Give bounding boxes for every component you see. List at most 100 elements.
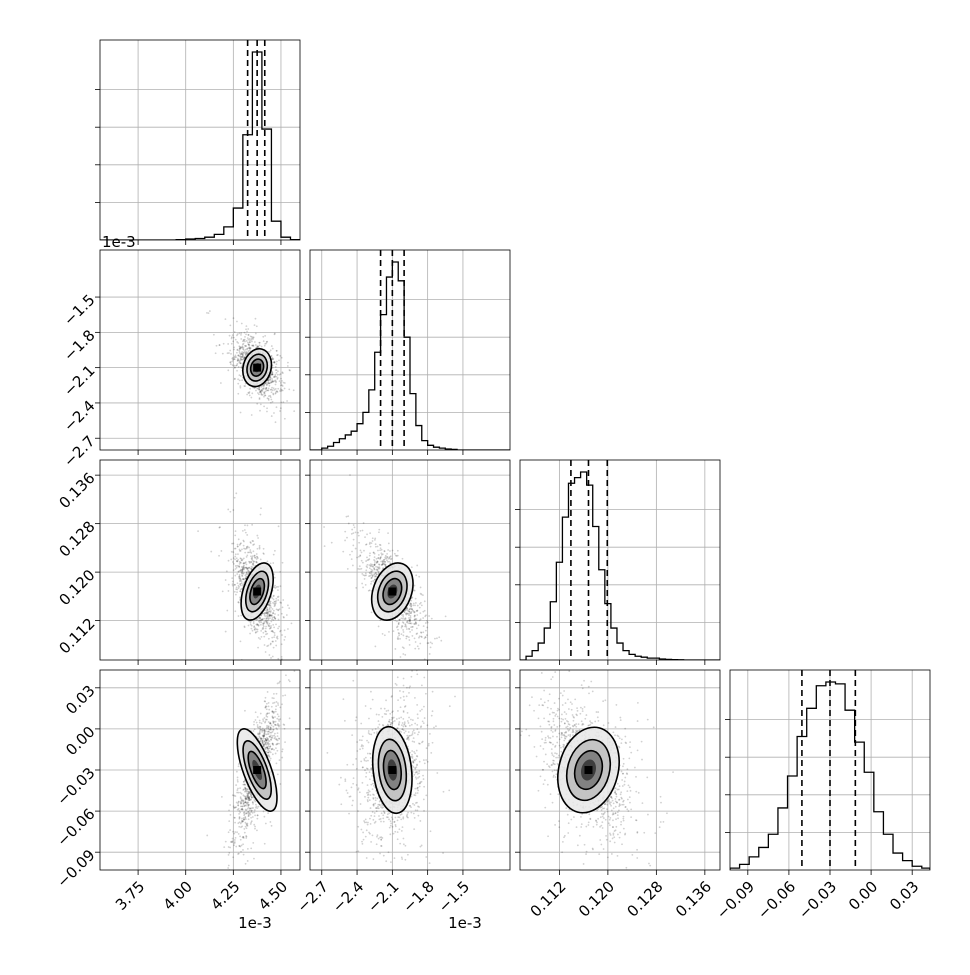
- scatter-point: [243, 812, 245, 814]
- scatter-point: [428, 642, 430, 644]
- scatter-point: [239, 332, 241, 334]
- scatter-point: [245, 349, 247, 351]
- scatter-point: [372, 565, 374, 567]
- scatter-point: [364, 536, 366, 538]
- scatter-point: [444, 683, 446, 685]
- scatter-point: [221, 796, 223, 798]
- scatter-point: [381, 549, 383, 551]
- scatter-point: [256, 805, 258, 807]
- scatter-point: [276, 363, 278, 365]
- scatter-point: [240, 802, 242, 804]
- scatter-point: [414, 590, 416, 592]
- scatter-point: [422, 775, 424, 777]
- scatter-point: [331, 542, 333, 544]
- scatter-point: [268, 705, 270, 707]
- scatter-point: [251, 797, 253, 799]
- scatter-point: [239, 574, 241, 576]
- scatter-point: [244, 788, 246, 790]
- scatter-point: [255, 711, 257, 713]
- scatter-point: [240, 334, 242, 336]
- scatter-point: [259, 726, 261, 728]
- scatter-point: [239, 812, 241, 814]
- scatter-point: [371, 542, 373, 544]
- scatter-point: [234, 575, 236, 577]
- scatter-point: [235, 784, 237, 786]
- scatter-point: [234, 378, 236, 380]
- scatter-point: [247, 525, 249, 527]
- scatter-point: [281, 380, 283, 382]
- scatter-point: [382, 817, 384, 819]
- scatter-point: [268, 388, 270, 390]
- scatter-point: [273, 729, 275, 731]
- scatter-point: [262, 740, 264, 742]
- scatter-point: [375, 543, 377, 545]
- scatter-point: [243, 350, 245, 352]
- scatter-point: [234, 497, 236, 499]
- scatter-point: [240, 823, 242, 825]
- scatter-point: [402, 653, 404, 655]
- scatter-point: [346, 537, 348, 539]
- scatter-point: [428, 615, 430, 617]
- scatter-point: [247, 793, 249, 795]
- scatter-point: [273, 647, 275, 649]
- scatter-point: [264, 630, 266, 632]
- scatter-point: [256, 553, 258, 555]
- scatter-point: [425, 614, 427, 616]
- scatter-point: [266, 390, 268, 392]
- scatter-point: [267, 560, 269, 562]
- scatter-point: [233, 844, 235, 846]
- scatter-point: [359, 748, 361, 750]
- panel-1-0: [100, 250, 316, 450]
- scatter-point: [374, 562, 376, 564]
- scatter-point: [265, 743, 267, 745]
- scatter-point: [232, 509, 234, 511]
- scatter-point: [383, 821, 385, 823]
- scatter-point: [238, 826, 240, 828]
- scatter-point: [253, 730, 255, 732]
- scatter-point: [271, 391, 273, 393]
- scatter-point: [424, 600, 426, 602]
- scatter-point: [284, 636, 286, 638]
- density-peak: [253, 766, 261, 774]
- scatter-point: [268, 385, 270, 387]
- scatter-point: [246, 331, 248, 333]
- scatter-point: [259, 720, 261, 722]
- scatter-point: [228, 914, 230, 916]
- scatter-point: [344, 778, 346, 780]
- scatter-point: [263, 811, 265, 813]
- scatter-point: [267, 614, 269, 616]
- scatter-point: [239, 578, 241, 580]
- scatter-point: [346, 790, 348, 792]
- scatter-point: [271, 355, 273, 357]
- scatter-point: [369, 818, 371, 820]
- scatter-point: [243, 557, 245, 559]
- scatter-point: [254, 828, 256, 830]
- scatter-point: [436, 740, 438, 742]
- scatter-point: [388, 631, 390, 633]
- scatter-point: [241, 818, 243, 820]
- scatter-point: [241, 379, 243, 381]
- scatter-point: [409, 631, 411, 633]
- scatter-point: [411, 609, 413, 611]
- scatter-point: [415, 602, 417, 604]
- scatter-point: [245, 805, 247, 807]
- scatter-point: [251, 810, 253, 812]
- scatter-point: [414, 619, 416, 621]
- scatter-point: [342, 551, 344, 553]
- scatter-point: [423, 778, 425, 780]
- scatter-point: [301, 643, 303, 645]
- scatter-point: [395, 824, 397, 826]
- scatter-point: [275, 747, 277, 749]
- scatter-point: [238, 566, 240, 568]
- histogram-step: [310, 262, 510, 450]
- scatter-point: [355, 587, 357, 589]
- scatter-point: [394, 857, 396, 859]
- scatter-point: [278, 359, 280, 361]
- scatter-point: [234, 534, 236, 536]
- scatter-point: [265, 633, 267, 635]
- scatter-point: [260, 507, 262, 509]
- scatter-point: [236, 591, 238, 593]
- scatter-point: [416, 618, 418, 620]
- scatter-point: [233, 805, 235, 807]
- scatter-point: [254, 324, 256, 326]
